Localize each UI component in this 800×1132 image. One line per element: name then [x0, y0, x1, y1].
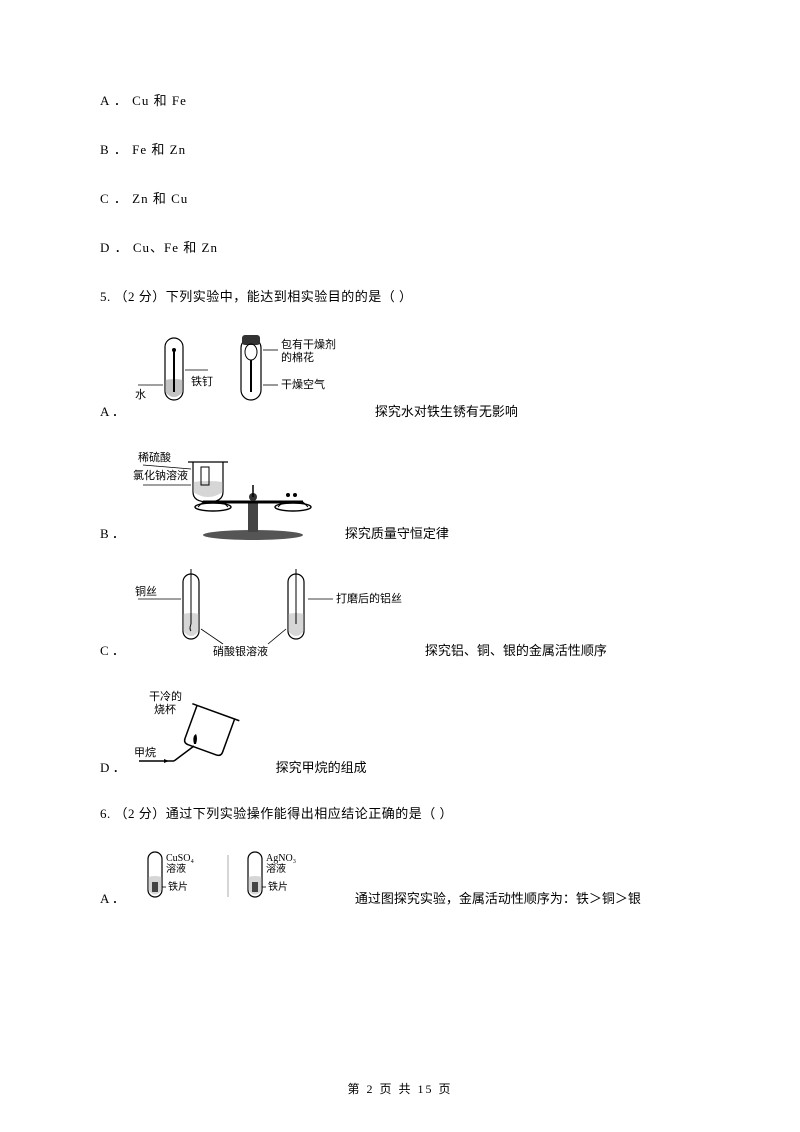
svg-text:铜丝: 铜丝 — [135, 584, 157, 598]
svg-text:溶液: 溶液 — [266, 862, 286, 875]
svg-text:铁片: 铁片 — [268, 880, 288, 893]
q5-choice-a: A ． 水 铁钉 包有干燥剂 的棉花 干燥空气 探究水对铁生锈有无影响 — [100, 330, 700, 425]
q5-c-label: C ． — [100, 640, 125, 664]
svg-text:氯化钠溶液: 氯化钠溶液 — [133, 468, 188, 482]
q6-a-diagram: CuSO₄ 溶液 铁片 AgNO₃ 溶液 铁片 — [133, 847, 343, 912]
svg-text:铁钉: 铁钉 — [191, 375, 213, 388]
svg-text:包有干燥剂: 包有干燥剂 — [281, 337, 336, 351]
q5-d-diagram: 干冷的 烧杯 甲烷 — [134, 686, 264, 781]
svg-text:铁片: 铁片 — [168, 880, 188, 893]
option-c: C ． Zn 和 Cu — [100, 188, 700, 207]
q5-a-text: 探究水对铁生锈有无影响 — [375, 401, 518, 425]
page-footer: 第 2 页 共 15 页 — [0, 1080, 800, 1097]
q5-b-text: 探究质量守恒定律 — [345, 523, 449, 547]
q5-choice-d: D ． 干冷的 烧杯 甲烷 探究甲烷的组成 — [100, 686, 700, 781]
svg-text:CuSO₄: CuSO₄ — [166, 853, 194, 864]
option-a: A ． Cu 和 Fe — [100, 90, 700, 109]
svg-text:打磨后的铝丝: 打磨后的铝丝 — [336, 591, 402, 605]
svg-text:溶液: 溶液 — [166, 862, 186, 875]
water-label: 水 — [135, 388, 146, 401]
q6-stem: 6. （2 分）通过下列实验操作能得出相应结论正确的是（ ） — [100, 803, 700, 822]
svg-text:烧杯: 烧杯 — [154, 702, 176, 716]
svg-text:干燥空气: 干燥空气 — [281, 377, 325, 391]
q5-c-diagram: 铜丝 打磨后的铝丝 硝酸银溶液 — [133, 569, 413, 664]
q5-c-text: 探究铝、铜、银的金属活性顺序 — [425, 640, 607, 664]
svg-text:的棉花: 的棉花 — [281, 350, 314, 364]
q6-a-label: A ． — [100, 888, 125, 912]
q5-a-diagram: 水 铁钉 包有干燥剂 的棉花 干燥空气 — [133, 330, 363, 425]
q5-choice-b: B ． 稀硫酸 氯化钠溶液 探究质量守恒定律 — [100, 447, 700, 547]
q5-d-label: D ． — [100, 757, 126, 781]
option-b: B ． Fe 和 Zn — [100, 139, 700, 158]
option-d: D ． Cu、Fe 和 Zn — [100, 237, 700, 256]
svg-text:甲烷: 甲烷 — [134, 745, 156, 759]
q6-a-text: 通过图探究实验，金属活动性顺序为：铁＞铜＞银 — [355, 888, 641, 912]
svg-text:硝酸银溶液: 硝酸银溶液 — [213, 644, 268, 658]
q5-stem: 5. （2 分）下列实验中，能达到相实验目的的是（ ） — [100, 286, 700, 305]
svg-text:AgNO₃: AgNO₃ — [266, 853, 296, 864]
svg-text:稀硫酸: 稀硫酸 — [138, 450, 171, 464]
q5-choice-c: C ． 铜丝 打磨后的铝丝 硝酸银溶液 探究铝、铜、银的金属活性顺序 — [100, 569, 700, 664]
q5-b-label: B ． — [100, 523, 125, 547]
q5-b-diagram: 稀硫酸 氯化钠溶液 — [133, 447, 333, 547]
q5-d-text: 探究甲烷的组成 — [276, 757, 367, 781]
q5-a-label: A ． — [100, 401, 125, 425]
q6-choice-a: A ． CuSO₄ 溶液 铁片 AgNO₃ 溶液 铁片 通过图探究实验，金属活动… — [100, 847, 700, 912]
svg-text:干冷的: 干冷的 — [149, 689, 182, 703]
